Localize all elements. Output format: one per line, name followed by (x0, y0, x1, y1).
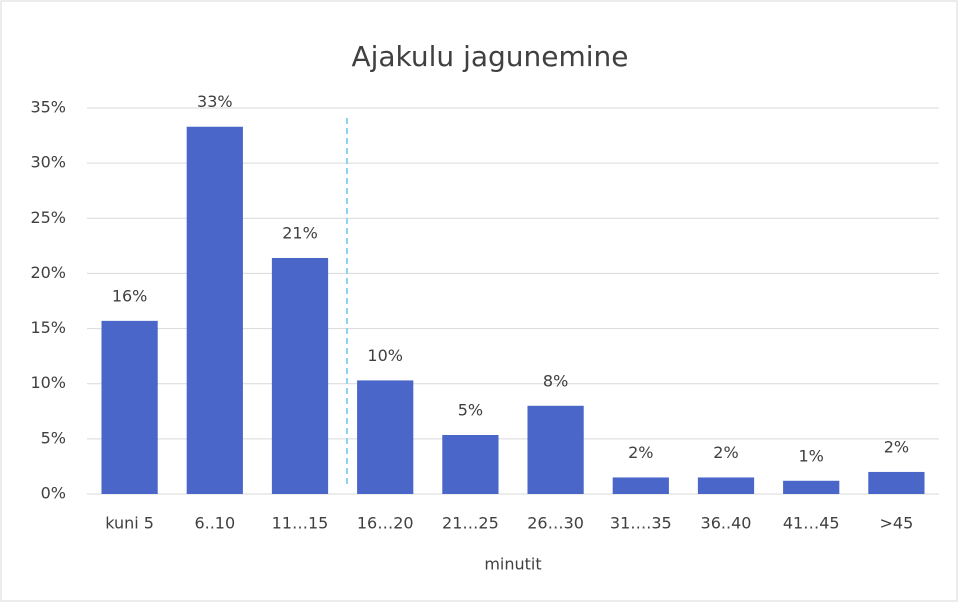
chart-title: Ajakulu jagunemine (351, 40, 628, 73)
bar (527, 405, 584, 494)
bar (697, 477, 755, 494)
y-tick-label: 5% (41, 428, 66, 447)
bar (868, 471, 925, 494)
bar (612, 477, 669, 494)
x-tick-label: 26…30 (527, 514, 584, 533)
y-tick-label: 20% (30, 263, 66, 282)
bar (271, 257, 329, 494)
bar (442, 434, 499, 494)
x-tick-label: 21…25 (442, 514, 499, 533)
x-tick-label: kuni 5 (105, 514, 154, 533)
y-tick-label: 0% (41, 484, 66, 503)
value-label: 1% (799, 446, 824, 465)
bar (783, 480, 840, 494)
y-tick-label: 35% (30, 98, 66, 117)
value-label: 2% (713, 443, 738, 462)
value-label: 21% (282, 223, 318, 242)
y-tick-label: 15% (30, 318, 66, 337)
bar (101, 320, 158, 494)
bar (357, 380, 414, 494)
y-tick-label: 25% (30, 208, 66, 227)
value-label: 33% (197, 92, 233, 111)
x-tick-label: 36..40 (701, 514, 752, 533)
value-label: 8% (543, 371, 568, 390)
x-tick-label: 16…20 (357, 514, 414, 533)
y-tick-label: 10% (30, 373, 66, 392)
y-tick-label: 30% (30, 153, 66, 172)
value-label: 5% (458, 400, 483, 419)
value-label: 10% (367, 346, 403, 365)
value-label: 16% (112, 286, 148, 305)
value-label: 2% (884, 437, 909, 456)
x-tick-label: 31….35 (610, 514, 672, 533)
x-tick-label: 11…15 (272, 514, 329, 533)
value-label: 2% (628, 443, 653, 462)
x-tick-label: 41…45 (783, 514, 840, 533)
x-tick-label: >45 (880, 514, 914, 533)
x-tick-label: 6..10 (194, 514, 235, 533)
x-axis-label: minutit (484, 555, 541, 574)
bar (186, 126, 243, 495)
